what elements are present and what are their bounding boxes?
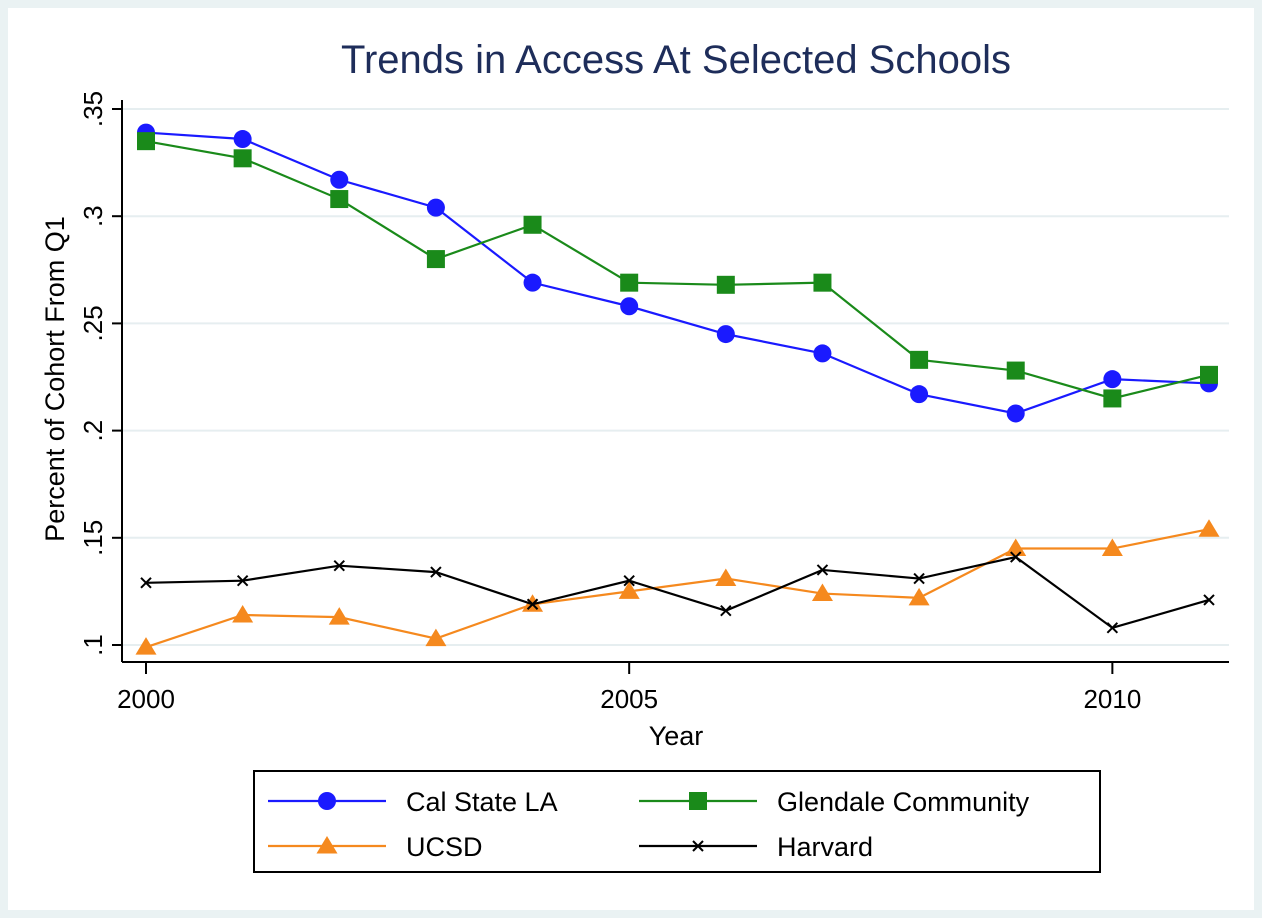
series-ucsd xyxy=(135,519,1220,655)
data-point-ucsd xyxy=(715,568,737,587)
data-point-harvard xyxy=(140,577,152,589)
data-point-ucsd xyxy=(618,581,640,599)
chart-title: Trends in Access At Selected Schools xyxy=(341,38,1011,82)
series-line-cal-state-la xyxy=(145,131,1210,415)
x-tick-label: 2010 xyxy=(1083,684,1141,714)
data-point-ucsd xyxy=(908,587,930,606)
y-tick-label: .1 xyxy=(78,634,108,656)
data-point-glendale-community xyxy=(330,190,349,209)
legend-item-cal-state-la: Cal State LA xyxy=(268,787,558,817)
data-point-harvard xyxy=(526,598,539,610)
data-point-cal-state-la xyxy=(426,198,445,217)
data-point-glendale-community xyxy=(137,132,155,151)
data-point-harvard xyxy=(236,574,249,587)
data-point-cal-state-la xyxy=(910,385,929,404)
data-point-glendale-community xyxy=(1103,389,1122,408)
x-marker-stroke xyxy=(236,574,249,587)
data-point-harvard xyxy=(720,604,732,617)
grid-lines xyxy=(122,108,1229,646)
data-point-ucsd xyxy=(425,628,447,647)
data-point-ucsd xyxy=(1198,519,1220,537)
legend-item-glendale-community: Glendale Community xyxy=(639,787,1030,817)
x-marker-stroke xyxy=(1106,622,1119,634)
data-point-harvard xyxy=(1106,622,1119,634)
x-marker-stroke xyxy=(720,604,732,617)
y-axis-label: Percent of Cohort From Q1 xyxy=(40,216,70,542)
series-harvard xyxy=(140,551,1215,634)
data-point-glendale-community xyxy=(426,250,445,269)
data-point-ucsd xyxy=(232,604,254,623)
data-point-glendale-community xyxy=(233,149,252,168)
data-point-harvard xyxy=(913,572,925,585)
data-point-ucsd xyxy=(135,637,157,655)
data-point-cal-state-la xyxy=(1006,404,1025,423)
data-point-ucsd xyxy=(811,583,833,602)
x-axis-label: Year xyxy=(649,721,704,751)
x-tick-label: 2000 xyxy=(117,684,175,714)
y-tick-label: .25 xyxy=(78,305,108,341)
x-marker-stroke xyxy=(913,572,925,585)
series-layer xyxy=(135,123,1220,655)
legend-item-ucsd: UCSD xyxy=(268,832,483,862)
x-marker-stroke xyxy=(1010,551,1022,563)
data-point-cal-state-la xyxy=(330,170,349,189)
x-marker-stroke xyxy=(816,564,829,576)
data-point-ucsd xyxy=(328,607,350,625)
y-tick-label: .2 xyxy=(78,420,108,442)
x-marker-stroke xyxy=(1203,594,1215,606)
y-tick-label: .3 xyxy=(78,205,108,227)
data-point-glendale-community xyxy=(716,275,735,294)
x-marker-stroke xyxy=(526,598,539,610)
x-marker-stroke xyxy=(430,566,442,578)
legend-label: Glendale Community xyxy=(777,787,1030,817)
data-point-glendale-community xyxy=(1006,361,1025,380)
data-point-cal-state-la xyxy=(1103,370,1122,389)
legend-label: Harvard xyxy=(777,832,873,862)
graph-region xyxy=(8,8,1254,910)
series-line-glendale-community xyxy=(145,140,1210,400)
legend-label: UCSD xyxy=(406,832,483,862)
legend-marker xyxy=(318,792,336,810)
legend: Cal State LA Glendale Community UCSD Harvar… xyxy=(253,770,1101,873)
data-point-ucsd xyxy=(1101,538,1123,557)
y-tick-label: .35 xyxy=(78,91,108,127)
series-line-ucsd xyxy=(145,528,1210,649)
x-marker-stroke xyxy=(692,840,704,852)
series-line-harvard xyxy=(145,555,1210,630)
data-point-harvard xyxy=(430,566,442,578)
data-point-ucsd xyxy=(1005,538,1027,557)
series-glendale-community xyxy=(137,132,1218,408)
data-point-glendale-community xyxy=(523,215,542,234)
data-point-glendale-community xyxy=(813,273,832,292)
legend-item-harvard: Harvard xyxy=(639,832,873,862)
data-point-glendale-community xyxy=(620,273,639,292)
legend-marker xyxy=(689,792,707,810)
data-point-glendale-community xyxy=(910,350,929,369)
legend-box xyxy=(253,770,1101,873)
data-point-harvard xyxy=(333,559,345,572)
x-marker-stroke xyxy=(333,559,345,572)
y-tick-label: .15 xyxy=(78,520,108,556)
data-point-cal-state-la xyxy=(523,273,542,292)
data-point-cal-state-la xyxy=(716,325,735,344)
data-point-harvard xyxy=(1010,551,1022,563)
x-marker-stroke xyxy=(140,577,152,589)
data-point-glendale-community xyxy=(1200,365,1218,384)
legend-marker xyxy=(316,836,338,854)
series-cal-state-la xyxy=(137,123,1218,423)
legend-label: Cal State LA xyxy=(406,787,558,817)
legend-marker xyxy=(692,840,704,852)
data-point-harvard xyxy=(623,574,635,587)
data-point-cal-state-la xyxy=(620,297,639,316)
data-point-harvard xyxy=(1203,594,1215,606)
data-point-cal-state-la xyxy=(233,130,252,149)
x-marker-stroke xyxy=(623,574,635,587)
axes: .1 .15 .2 .25 .3 .35 2000 2005 2010 xyxy=(78,91,1229,714)
data-point-harvard xyxy=(816,564,829,576)
x-tick-label: 2005 xyxy=(600,684,658,714)
data-point-cal-state-la xyxy=(813,344,832,363)
